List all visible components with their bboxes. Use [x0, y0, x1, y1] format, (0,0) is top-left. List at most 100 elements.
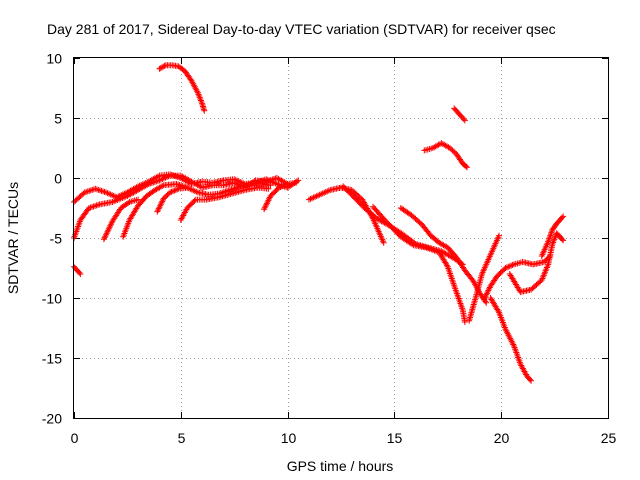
- data-point: [167, 189, 174, 196]
- y-tick-label: -15: [42, 351, 62, 367]
- data-point: [267, 182, 274, 189]
- series-marker: [89, 186, 96, 193]
- series-marker: [191, 197, 198, 204]
- series-marker: [95, 186, 102, 193]
- series-marker: [263, 200, 270, 207]
- series-marker: [157, 201, 164, 208]
- series-marker: [155, 207, 162, 214]
- series-marker: [93, 186, 100, 193]
- x-tick-label: 5: [178, 430, 186, 446]
- series-marker: [174, 186, 181, 193]
- series-marker: [505, 263, 512, 270]
- series-marker: [483, 290, 490, 297]
- series-marker: [76, 269, 83, 276]
- plot-frame: [73, 57, 609, 419]
- series-marker: [559, 214, 566, 221]
- data-point: [464, 164, 471, 171]
- series-marker: [98, 187, 105, 194]
- series-marker: [509, 262, 516, 268]
- series-marker: [172, 187, 179, 193]
- y-tick-label: -10: [42, 291, 62, 307]
- series-marker: [409, 241, 416, 248]
- series-marker: [90, 203, 97, 210]
- data-point: [293, 179, 300, 186]
- x-tick-label: 15: [387, 430, 403, 446]
- series-marker: [482, 293, 489, 300]
- data-point: [135, 196, 142, 203]
- data-point: [560, 213, 567, 220]
- data-point: [201, 107, 208, 114]
- y-axis-label: SDTVAR / TECUs: [5, 182, 21, 294]
- chart-title: Day 281 of 2017, Sidereal Day-to-day VTE…: [47, 21, 556, 37]
- series-marker: [559, 236, 566, 243]
- data-point: [481, 296, 488, 303]
- data-point: [380, 239, 387, 246]
- series-marker: [157, 65, 164, 72]
- data-point: [261, 206, 268, 213]
- series-marker: [503, 264, 510, 271]
- data-point: [560, 237, 567, 244]
- series-marker: [93, 202, 100, 209]
- series-marker: [506, 263, 513, 270]
- series-marker: [86, 187, 93, 194]
- series-marker: [159, 198, 166, 205]
- series-marker: [160, 63, 167, 70]
- series-marker: [265, 197, 272, 204]
- x-tick-label: 25: [601, 430, 617, 446]
- series-marker: [283, 181, 290, 188]
- series-marker: [263, 201, 270, 208]
- series-marker: [125, 200, 132, 206]
- grid: [74, 58, 608, 418]
- series-marker: [95, 201, 102, 208]
- x-axis-label: GPS time / hours: [287, 458, 394, 474]
- series-marker: [264, 198, 271, 205]
- data-point: [528, 377, 535, 384]
- series-marker: [527, 376, 534, 383]
- y-tick-label: 5: [54, 111, 62, 127]
- data-point: [502, 265, 509, 271]
- data-point: [77, 271, 84, 277]
- series-marker: [169, 188, 176, 195]
- data-points: [71, 62, 567, 384]
- data-point: [496, 232, 503, 239]
- data-point: [92, 185, 99, 192]
- series-marker: [266, 195, 273, 202]
- series-marker: [161, 62, 168, 69]
- tick-labels: 0 5 10 15 20 25 -20 -15 -10 -5 0 5 10: [42, 51, 617, 447]
- y-tick-label: 10: [46, 51, 62, 67]
- data-point: [184, 184, 191, 191]
- series-marker: [486, 285, 493, 292]
- series-marker: [484, 288, 491, 295]
- series-marker: [460, 116, 467, 123]
- series-marker: [92, 202, 99, 209]
- data-point: [483, 299, 490, 306]
- series-marker: [495, 307, 502, 314]
- x-tick-label: 20: [494, 430, 510, 446]
- y-tick-label: -20: [42, 411, 62, 427]
- series-marker: [262, 203, 269, 210]
- series-marker: [159, 183, 166, 189]
- data-point: [154, 208, 161, 215]
- series-marker: [158, 199, 165, 206]
- series-marker: [485, 287, 492, 294]
- series-marker: [157, 202, 164, 209]
- series-marker: [278, 183, 285, 190]
- x-tick-label: 0: [71, 430, 79, 446]
- series-marker: [171, 187, 178, 194]
- data-point: [461, 319, 468, 325]
- x-tick-label: 10: [281, 430, 297, 446]
- series-marker: [481, 294, 488, 301]
- data-point: [461, 117, 468, 124]
- series-marker: [281, 182, 288, 189]
- series-marker: [96, 187, 103, 194]
- series-marker: [280, 182, 287, 189]
- series-marker: [168, 188, 175, 195]
- series-marker: [277, 184, 284, 190]
- series-marker: [87, 187, 94, 194]
- y-tick-label: 0: [54, 171, 62, 187]
- y-tick-label: -5: [50, 231, 63, 247]
- series-marker: [508, 262, 515, 269]
- data-point: [265, 185, 272, 192]
- series-marker: [159, 64, 166, 71]
